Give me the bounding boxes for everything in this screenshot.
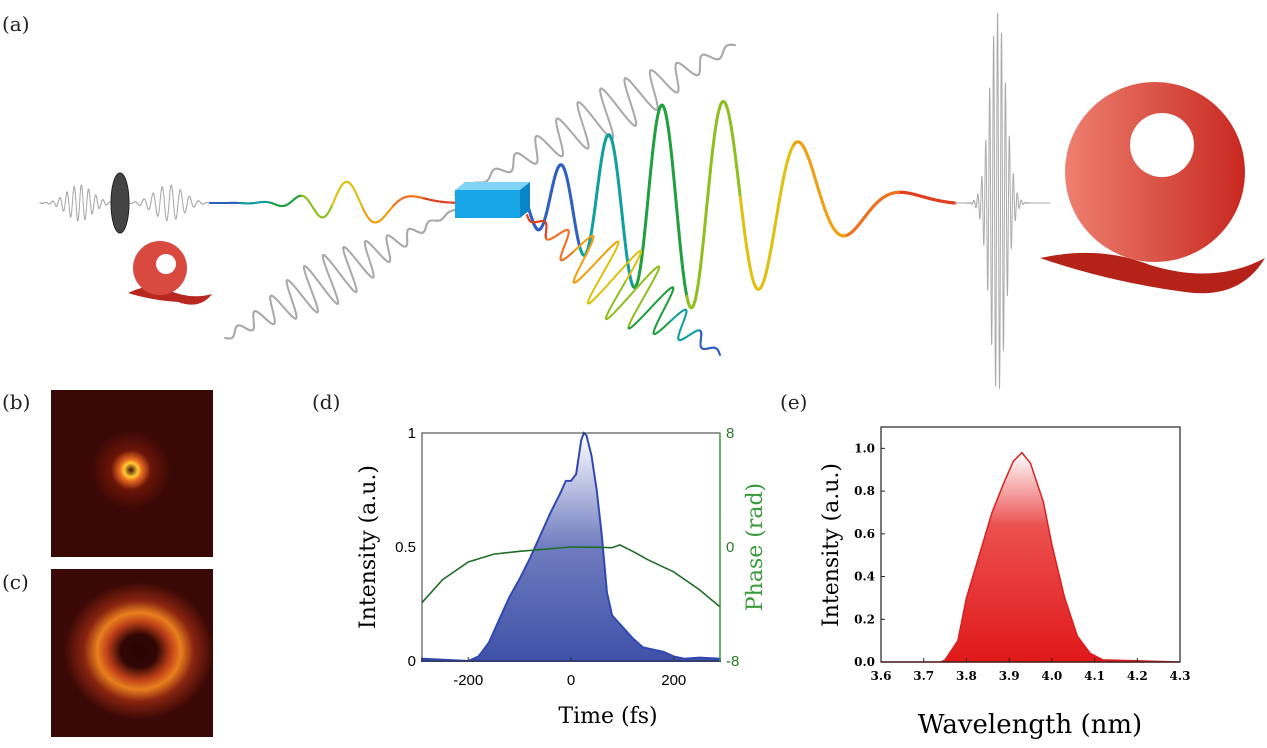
d-ytick-label: 0.5	[395, 539, 416, 556]
e-ytick-label: 0.4	[854, 570, 875, 584]
d-y2tick-label: 8	[726, 425, 734, 442]
e-xtick-label: 4.3	[1170, 669, 1191, 683]
e-ytick-label: 0.8	[854, 484, 875, 498]
vortex-icon-large	[1040, 82, 1265, 294]
d-ytick-label: 1	[408, 425, 416, 442]
beam-profile-c	[51, 569, 213, 737]
e-xtick-label: 4.1	[1084, 669, 1105, 683]
beam-profile-b	[51, 390, 213, 557]
schematic	[39, 12, 1265, 389]
phase-line	[421, 543, 721, 608]
e-ylabel: Intensity (a.u.)	[819, 463, 844, 627]
vortex-icon-small	[128, 241, 212, 305]
d-xtick-label: 200	[661, 672, 686, 689]
e-xtick-label: 4.0	[1041, 669, 1062, 683]
e-ytick-label: 0.6	[854, 527, 875, 541]
e-ytick-label: 0.0	[854, 655, 875, 669]
phase-plate	[110, 172, 130, 234]
d-ylabel: Intensity (a.u.)	[356, 465, 381, 629]
intensity-area	[421, 431, 721, 663]
panel-label-a: (a)	[2, 12, 30, 36]
panel-label-d: (d)	[312, 390, 341, 414]
e-xtick-label: 3.9	[999, 669, 1020, 683]
e-xtick-label: 3.6	[871, 669, 892, 683]
e-xtick-label: 3.7	[913, 669, 934, 683]
panel-label-b: (b)	[2, 390, 31, 414]
d-ytick-label: 0	[408, 653, 416, 670]
e-xtick-label: 3.8	[956, 669, 977, 683]
e-plot-frame	[880, 426, 1181, 663]
e-xtick-label: 4.2	[1127, 669, 1148, 683]
e-xlabel: Wavelength (nm)	[918, 710, 1142, 740]
panel-label-c: (c)	[2, 570, 29, 594]
panel-label-e: (e)	[780, 390, 808, 414]
e-ytick-label: 1.0	[854, 441, 875, 455]
d-plot-frame	[421, 432, 721, 662]
d-y2tick-label: -8	[726, 653, 739, 670]
nonlinear-crystal	[455, 182, 530, 218]
d-y2tick-label: 0	[726, 539, 734, 556]
e-ytick-label: 0.2	[854, 612, 875, 626]
d-y2label: Phase (rad)	[743, 483, 768, 611]
d-xlabel: Time (fs)	[558, 704, 657, 729]
d-xtick-label: -200	[453, 672, 483, 689]
d-xtick-label: 0	[567, 672, 575, 689]
spectrum-area	[881, 451, 1181, 663]
